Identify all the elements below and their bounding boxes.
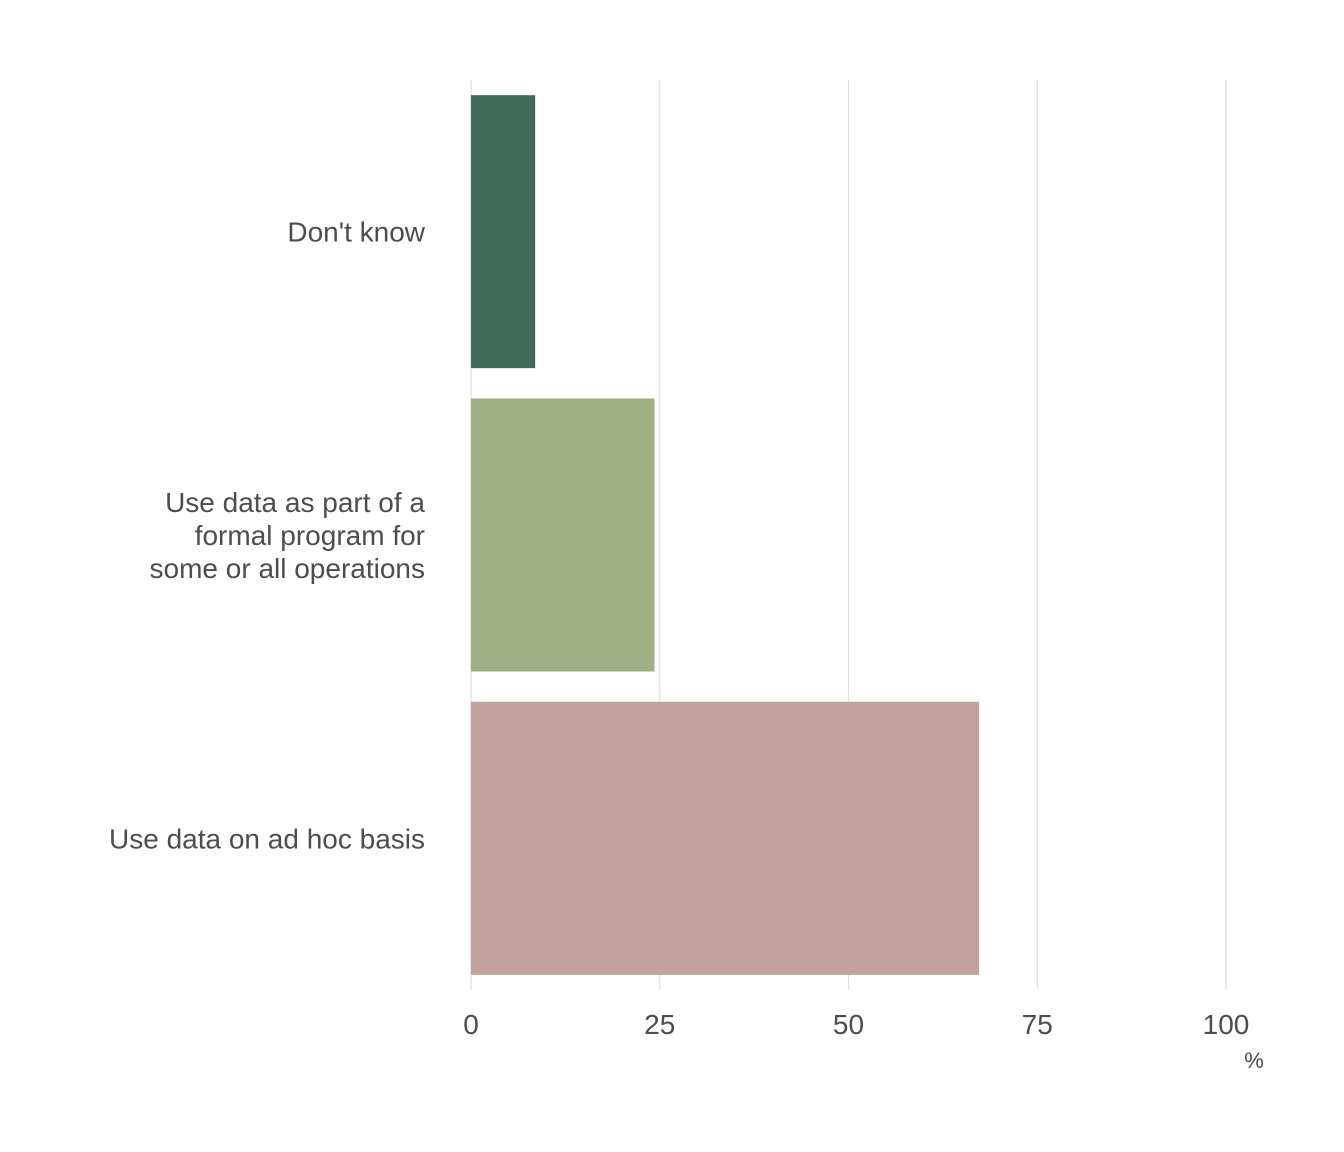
bar-2 bbox=[471, 701, 980, 975]
x-tick-label: 100 bbox=[1203, 1009, 1250, 1040]
bar-0 bbox=[471, 95, 536, 369]
x-axis-unit-label: % bbox=[1244, 1048, 1264, 1073]
category-label: Use data as part of a formal program for s… bbox=[150, 487, 426, 584]
category-label-line: Don't know bbox=[287, 217, 425, 248]
x-tick-label: 75 bbox=[1022, 1009, 1053, 1040]
category-label: Use data on ad hoc basis bbox=[109, 823, 425, 854]
category-label: Don't know bbox=[287, 217, 425, 248]
x-tick-labels: 0 25 50 75 100 bbox=[463, 1009, 1249, 1040]
x-tick-label: 50 bbox=[833, 1009, 864, 1040]
category-label-line: some or all operations bbox=[150, 553, 425, 584]
category-label-line: Use data on ad hoc basis bbox=[109, 823, 425, 854]
category-labels: Don't know Use data as part of a formal pr… bbox=[109, 217, 426, 855]
bar-1 bbox=[471, 398, 655, 672]
x-tick-label: 0 bbox=[463, 1009, 479, 1040]
category-label-line: Use data as part of a bbox=[165, 487, 425, 518]
bars bbox=[471, 95, 980, 975]
x-tick-label: 25 bbox=[644, 1009, 675, 1040]
category-label-line: formal program for bbox=[195, 520, 425, 551]
